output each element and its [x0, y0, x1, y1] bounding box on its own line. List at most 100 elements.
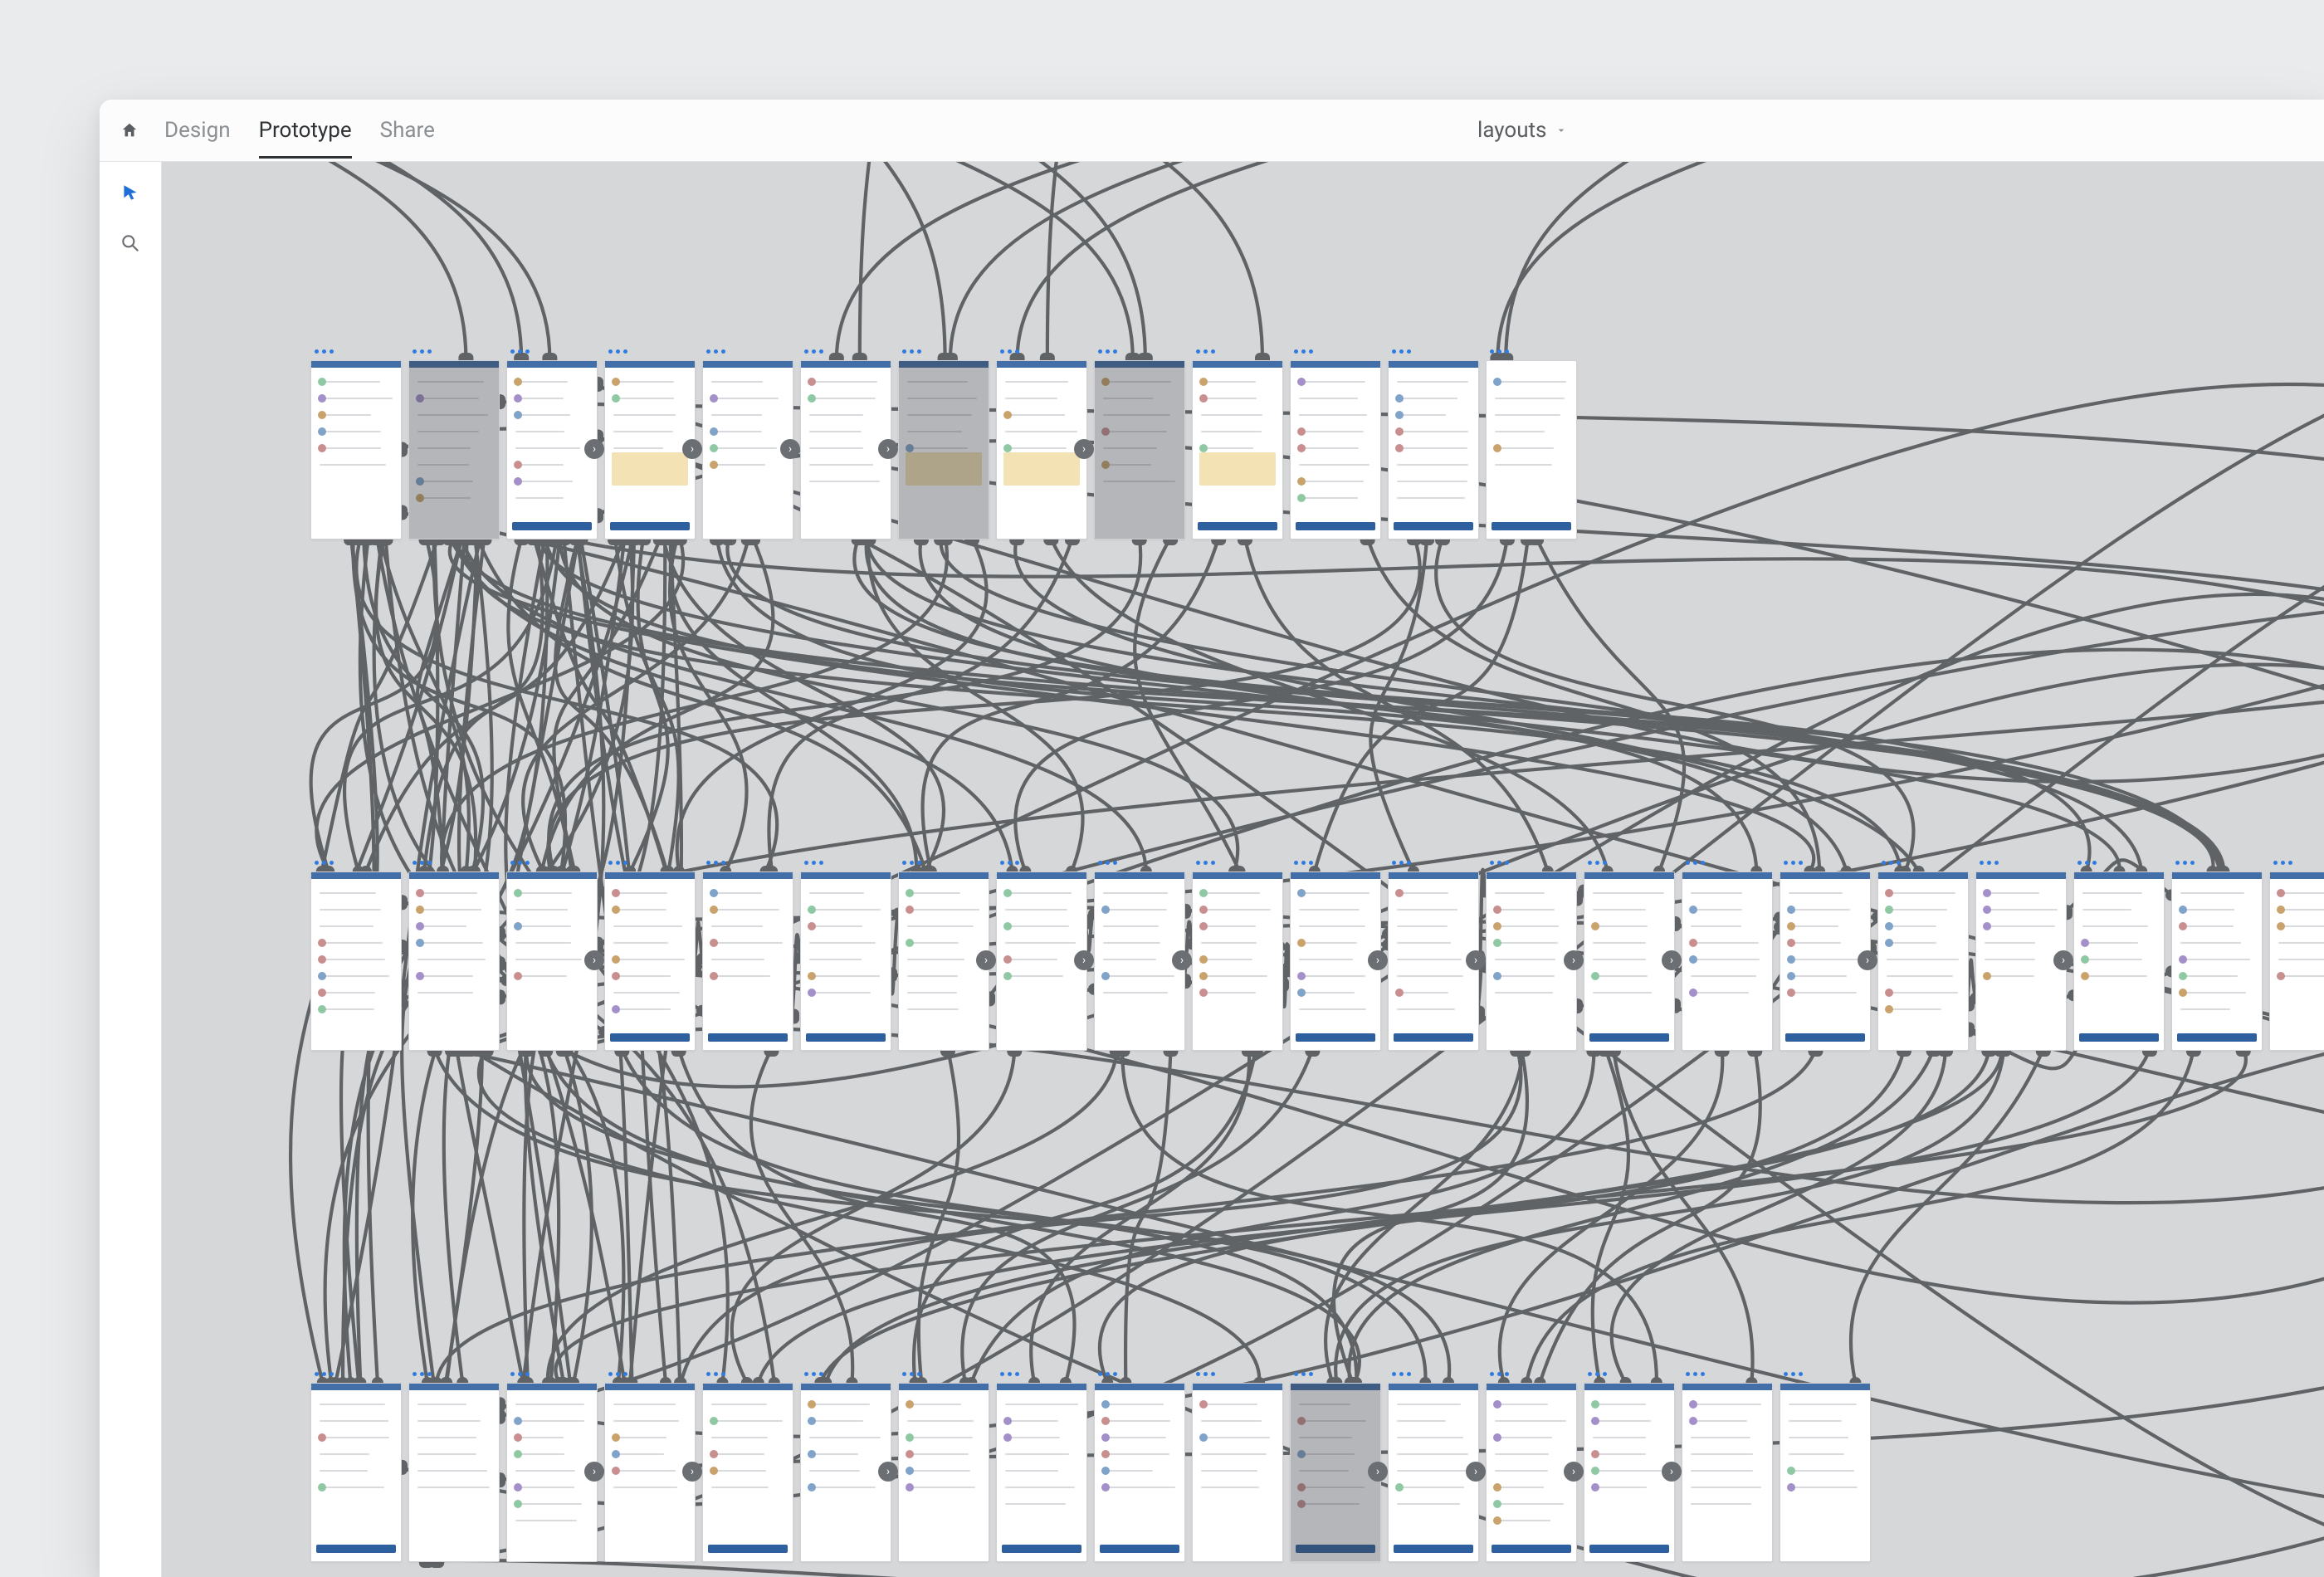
flow-chevron-icon: › — [1466, 950, 1486, 970]
artboard-handle-dots — [1588, 861, 1607, 865]
flow-chevron-icon: › — [2053, 950, 2073, 970]
artboard-handle-dots — [1490, 349, 1509, 354]
artboard-handle-dots — [510, 1372, 530, 1376]
tool-rail — [100, 161, 162, 1577]
flow-chevron-icon: › — [1564, 950, 1584, 970]
artboard[interactable] — [702, 1383, 793, 1562]
artboard[interactable] — [1192, 872, 1283, 1051]
artboard-handle-dots — [902, 1372, 921, 1376]
artboard-handle-dots — [315, 861, 334, 865]
artboard-handle-dots — [1000, 1372, 1019, 1376]
tool-select[interactable] — [120, 183, 141, 208]
mode-tabs: Design Prototype Share — [164, 103, 435, 159]
artboard-handle-dots — [1588, 1372, 1607, 1376]
flow-chevron-icon: › — [1074, 950, 1094, 970]
flow-chevron-icon: › — [1466, 1462, 1486, 1482]
artboard[interactable] — [604, 872, 696, 1051]
document-title-dropdown[interactable]: layouts — [1477, 118, 1568, 143]
artboard[interactable] — [310, 1383, 402, 1562]
flow-chevron-icon: › — [584, 439, 604, 459]
flow-chevron-icon: › — [1074, 439, 1094, 459]
flow-chevron-icon: › — [1368, 950, 1388, 970]
artboard-handle-dots — [1196, 861, 1215, 865]
flow-chevron-icon: › — [878, 439, 898, 459]
search-icon — [120, 232, 141, 254]
artboard[interactable] — [1290, 360, 1381, 540]
artboard-handle-dots — [1392, 861, 1411, 865]
artboard-handle-dots — [902, 349, 921, 354]
artboard-handle-dots — [1294, 1372, 1313, 1376]
flow-chevron-icon: › — [584, 950, 604, 970]
artboard-handle-dots — [608, 861, 627, 865]
artboard[interactable] — [408, 1383, 500, 1562]
artboard-handle-dots — [1098, 349, 1117, 354]
artboard-handle-dots — [2175, 861, 2195, 865]
tool-search[interactable] — [120, 232, 141, 257]
flow-chevron-icon: › — [1172, 950, 1192, 970]
artboard[interactable] — [898, 1383, 989, 1562]
flow-chevron-icon: › — [682, 439, 702, 459]
flow-chevron-icon: › — [682, 1462, 702, 1482]
artboard-handle-dots — [413, 1372, 432, 1376]
artboard[interactable] — [1094, 360, 1185, 540]
home-button[interactable] — [100, 100, 159, 161]
artboard-handle-dots — [706, 1372, 725, 1376]
artboard[interactable] — [408, 360, 500, 540]
artboard[interactable] — [1780, 1383, 1871, 1562]
flow-chevron-icon: › — [584, 1462, 604, 1482]
flow-chevron-icon: › — [1564, 1462, 1584, 1482]
artboard-handle-dots — [1294, 861, 1313, 865]
artboard[interactable] — [1094, 1383, 1185, 1562]
tab-prototype[interactable]: Prototype — [259, 103, 352, 159]
artboard-handle-dots — [804, 349, 823, 354]
artboard-handle-dots — [706, 349, 725, 354]
artboard-handle-dots — [413, 349, 432, 354]
artboard[interactable] — [2171, 872, 2263, 1051]
artboard[interactable] — [996, 1383, 1087, 1562]
artboard-handle-dots — [1196, 349, 1215, 354]
artboard[interactable] — [2073, 872, 2165, 1051]
artboard-handle-dots — [2077, 861, 2097, 865]
artboard-handle-dots — [1294, 349, 1313, 354]
artboard-handle-dots — [1392, 349, 1411, 354]
artboard-handle-dots — [510, 349, 530, 354]
artboard-handle-dots — [608, 1372, 627, 1376]
artboard-handle-dots — [315, 349, 334, 354]
artboard[interactable] — [1388, 360, 1479, 540]
artboard[interactable] — [2269, 872, 2324, 1051]
artboard-handle-dots — [1490, 1372, 1509, 1376]
artboard-handle-dots — [1686, 1372, 1705, 1376]
artboard[interactable] — [702, 872, 793, 1051]
app-window: Design Prototype Share layouts › › › › › › › › ›… — [100, 100, 2324, 1577]
tab-design[interactable]: Design — [164, 103, 231, 159]
flow-chevron-icon: › — [878, 1462, 898, 1482]
artboard-handle-dots — [902, 861, 921, 865]
artboard[interactable] — [1192, 360, 1283, 540]
tab-share[interactable]: Share — [380, 103, 435, 159]
artboard[interactable] — [1486, 360, 1577, 540]
artboard-handle-dots — [608, 349, 627, 354]
flow-chevron-icon: › — [976, 950, 996, 970]
artboard-handle-dots — [510, 861, 530, 865]
pointer-icon — [120, 183, 141, 204]
artboard[interactable] — [1192, 1383, 1283, 1562]
artboard-handle-dots — [706, 861, 725, 865]
artboard[interactable] — [1877, 872, 1969, 1051]
chevron-down-icon — [1555, 124, 1568, 137]
artboard-handle-dots — [1490, 861, 1509, 865]
artboard[interactable] — [800, 872, 891, 1051]
flow-chevron-icon: › — [1662, 950, 1682, 970]
artboard[interactable] — [310, 872, 402, 1051]
artboard[interactable] — [310, 360, 402, 540]
artboard-handle-dots — [1784, 861, 1803, 865]
artboard-handle-dots — [1882, 861, 1901, 865]
prototype-canvas[interactable]: ›››››››››››››››››››››› — [161, 161, 2324, 1577]
artboard[interactable] — [1682, 1383, 1773, 1562]
artboard-handle-dots — [804, 1372, 823, 1376]
flow-chevron-icon: › — [1662, 1462, 1682, 1482]
artboard[interactable] — [408, 872, 500, 1051]
artboard[interactable] — [898, 360, 989, 540]
artboard-handle-dots — [1686, 861, 1705, 865]
artboard[interactable] — [1682, 872, 1773, 1051]
home-icon — [120, 121, 139, 139]
